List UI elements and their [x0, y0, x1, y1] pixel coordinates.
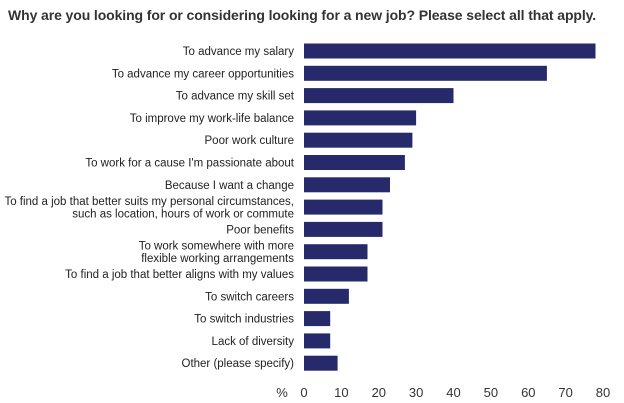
- x-tick-label: 40: [446, 385, 460, 400]
- category-label-line: flexible working arrangements: [141, 253, 294, 265]
- category-label-line: such as location, hours of work or commu…: [72, 208, 294, 220]
- bar-6: [304, 177, 390, 193]
- category-label-line: To work for a cause I'm passionate about: [85, 158, 294, 170]
- x-tick-label: 60: [521, 385, 535, 400]
- category-label-line: To find a job that better suits my perso…: [4, 196, 294, 208]
- category-label-3: To improve my work-life balance: [130, 113, 294, 125]
- category-labels-layer: To advance my salary To advance my career…: [4, 46, 294, 370]
- category-label-line: Lack of diversity: [212, 336, 295, 348]
- category-label-line: To switch industries: [194, 314, 294, 326]
- category-label-0: To advance my salary: [183, 46, 294, 58]
- category-label-line: To advance my salary: [183, 46, 294, 58]
- bar-3: [304, 110, 417, 126]
- x-tick-label: 80: [596, 385, 610, 400]
- category-label-line: To switch careers: [205, 291, 294, 303]
- category-label-line: To find a job that better aligns with my…: [65, 269, 294, 281]
- category-label-5: To work for a cause I'm passionate about: [85, 158, 294, 170]
- bar-12: [304, 311, 331, 327]
- chart-title: Why are you looking for or considering l…: [8, 7, 597, 23]
- x-tick-label: 50: [484, 385, 498, 400]
- category-label-7: To find a job that better suits my perso…: [4, 196, 294, 221]
- bar-11: [304, 288, 349, 304]
- category-label-10: To find a job that better aligns with my…: [65, 269, 294, 281]
- bar-9: [304, 244, 368, 260]
- category-label-line: To improve my work-life balance: [130, 113, 294, 125]
- bar-4: [304, 132, 413, 148]
- category-label-12: To switch industries: [194, 314, 294, 326]
- x-tick-label: 10: [334, 385, 348, 400]
- x-tick-label: 70: [558, 385, 572, 400]
- x-tick-label: 30: [409, 385, 423, 400]
- category-label-8: Poor benefits: [226, 224, 294, 236]
- category-label-line: To advance my career opportunities: [112, 68, 294, 80]
- category-label-6: Because I want a change: [165, 180, 294, 192]
- category-label-line: To work somewhere with more: [139, 241, 294, 253]
- category-label-line: Because I want a change: [165, 180, 294, 192]
- x-axis-ticks-layer: 0 10 20 30 40 50 60 70 80%: [276, 385, 610, 400]
- bars-layer: [304, 43, 596, 371]
- bar-8: [304, 221, 383, 237]
- x-tick-label: 0: [300, 385, 307, 400]
- category-label-13: Lack of diversity: [212, 336, 295, 348]
- category-label-line: Poor benefits: [226, 224, 294, 236]
- category-label-14: Other (please specify): [182, 358, 295, 370]
- bar-7: [304, 199, 383, 215]
- bar-13: [304, 333, 331, 349]
- x-tick-label: 20: [372, 385, 386, 400]
- category-label-2: To advance my skill set: [176, 91, 295, 103]
- bar-2: [304, 88, 454, 104]
- category-label-11: To switch careers: [205, 291, 294, 303]
- bar-5: [304, 155, 405, 170]
- category-label-line: Other (please specify): [182, 358, 295, 370]
- bar-10: [304, 266, 368, 282]
- bar-14: [304, 355, 338, 371]
- category-label-9: To work somewhere with more flexible work…: [139, 241, 295, 266]
- category-label-4: Poor work culture: [205, 135, 294, 147]
- category-label-line: To advance my skill set: [176, 91, 295, 103]
- category-label-1: To advance my career opportunities: [112, 68, 294, 80]
- x-axis-unit-label: %: [276, 385, 288, 400]
- category-label-line: Poor work culture: [205, 135, 294, 147]
- bar-0: [304, 43, 596, 59]
- bar-1: [304, 65, 547, 81]
